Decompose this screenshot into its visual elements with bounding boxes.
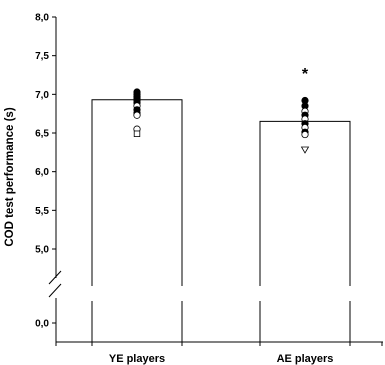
y-tick-label: 5,0 [35,245,49,256]
x-category-label: YE players [109,353,165,365]
bar [259,120,351,342]
y-axis-label: COD test performance (s) [4,107,16,246]
x-category-label: AE players [277,353,334,365]
data-points [133,88,310,154]
data-point [133,111,141,119]
axis-break-mark [48,270,62,285]
y-tick-label: 6,5 [35,129,49,140]
x-category-labels: YE players AE players [109,353,334,365]
y-tick-label: 6,0 [35,167,49,178]
significance-asterisk: * [302,66,309,83]
y-tick-label: 5,5 [35,206,49,217]
data-point [300,146,310,154]
data-point [301,130,309,139]
axes [48,17,383,346]
y-tick-label: 8,0 [35,13,49,24]
data-point [133,130,141,137]
axis-break-mark [48,283,62,298]
y-tick-label: 7,5 [35,51,49,62]
y-tick-label: 0,0 [35,319,49,330]
y-ticks: 5,0 5,5 6,0 6,5 7,0 7,5 8,0 0,0 [35,13,56,330]
bars [91,99,351,342]
y-tick-label: 7,0 [35,90,49,101]
annotations: * [302,66,309,83]
